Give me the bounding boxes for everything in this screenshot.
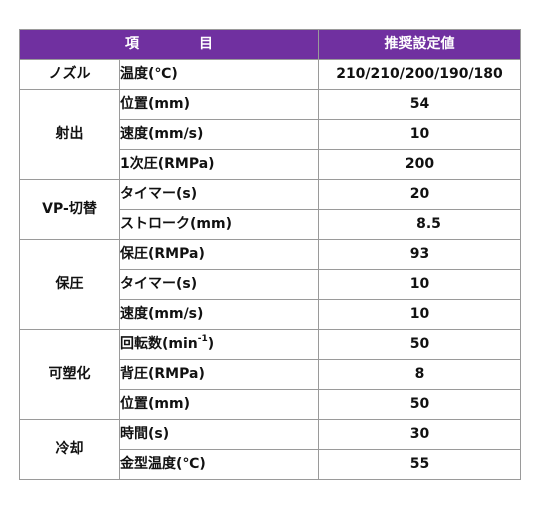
value-cell: 54 xyxy=(318,89,521,120)
item-cell: 1次圧(RMPa) xyxy=(119,149,319,180)
value-cell: 30 xyxy=(318,419,521,450)
value-cell: 10 xyxy=(318,119,521,150)
table-row: VP-切替 タイマー(s) 20 xyxy=(19,179,521,240)
item-cell: 温度(℃) xyxy=(119,59,319,90)
value-cell: 8 xyxy=(318,359,521,390)
table-row: 位置(mm) 50 xyxy=(20,389,521,420)
table-row: 可塑化 回転数(min-1) 50 xyxy=(19,329,521,420)
header-item-b: 目 xyxy=(199,36,213,52)
item-cell: 保圧(RMPa) xyxy=(119,239,319,270)
item-cell: 位置(mm) xyxy=(119,89,319,120)
value-cell: 50 xyxy=(318,389,521,420)
item-cell: タイマー(s) xyxy=(119,179,319,210)
item-cell: ストローク(mm) xyxy=(119,209,319,240)
value-cell: 210/210/200/190/180 xyxy=(318,59,521,90)
item-cell: 位置(mm) xyxy=(119,389,319,420)
category-cell: 射出 xyxy=(19,89,120,180)
table-row: 射出 位置(mm) 54 xyxy=(19,89,521,180)
value-cell: 8.5 xyxy=(318,209,521,240)
item-text-tail: ) xyxy=(207,336,215,352)
item-cell: 速度(mm/s) xyxy=(119,299,319,330)
value-cell: 55 xyxy=(318,449,521,480)
item-cell: タイマー(s) xyxy=(119,269,319,300)
item-cell: 時間(s) xyxy=(119,419,319,450)
item-cell: 金型温度(℃) xyxy=(119,449,319,480)
table-row: 速度(mm/s) 10 xyxy=(20,119,521,150)
item-superscript: -1 xyxy=(197,334,208,345)
value-cell: 10 xyxy=(318,269,521,300)
table-row: ノズル 温度(℃) 210/210/200/190/180 xyxy=(19,59,521,90)
category-cell: VP-切替 xyxy=(19,179,120,240)
category-cell: 保圧 xyxy=(19,239,120,330)
category-cell: 可塑化 xyxy=(19,329,120,420)
table-row: 保圧 保圧(RMPa) 93 xyxy=(19,239,521,330)
category-cell: 冷却 xyxy=(19,419,120,480)
header-row: 項目 推奨設定値 xyxy=(19,29,521,60)
header-value-cell: 推奨設定値 xyxy=(318,29,521,60)
table-row: 金型温度(℃) 55 xyxy=(20,449,521,480)
value-cell: 93 xyxy=(318,239,521,270)
table-row: 冷却 時間(s) 30 xyxy=(19,419,521,480)
settings-table: 項目 推奨設定値 ノズル 温度(℃) 210/210/200/190/180 射… xyxy=(19,29,521,480)
table-row: タイマー(s) 10 xyxy=(20,269,521,300)
value-cell: 20 xyxy=(318,179,521,210)
item-cell: 速度(mm/s) xyxy=(119,119,319,150)
table-row: 速度(mm/s) 10 xyxy=(20,299,521,330)
category-cell: ノズル xyxy=(19,59,120,90)
table-row: 1次圧(RMPa) 200 xyxy=(20,149,521,180)
value-cell: 50 xyxy=(318,329,521,360)
table-row: ストローク(mm) 8.5 xyxy=(20,209,521,240)
value-cell: 10 xyxy=(318,299,521,330)
value-cell: 200 xyxy=(318,149,521,180)
header-item-cell: 項目 xyxy=(19,29,319,60)
item-cell: 回転数(min-1) xyxy=(119,329,319,360)
item-cell: 背圧(RMPa) xyxy=(119,359,319,390)
header-item-a: 項 xyxy=(125,36,139,52)
item-text: 回転数(min xyxy=(120,336,198,352)
table-row: 背圧(RMPa) 8 xyxy=(20,359,521,390)
